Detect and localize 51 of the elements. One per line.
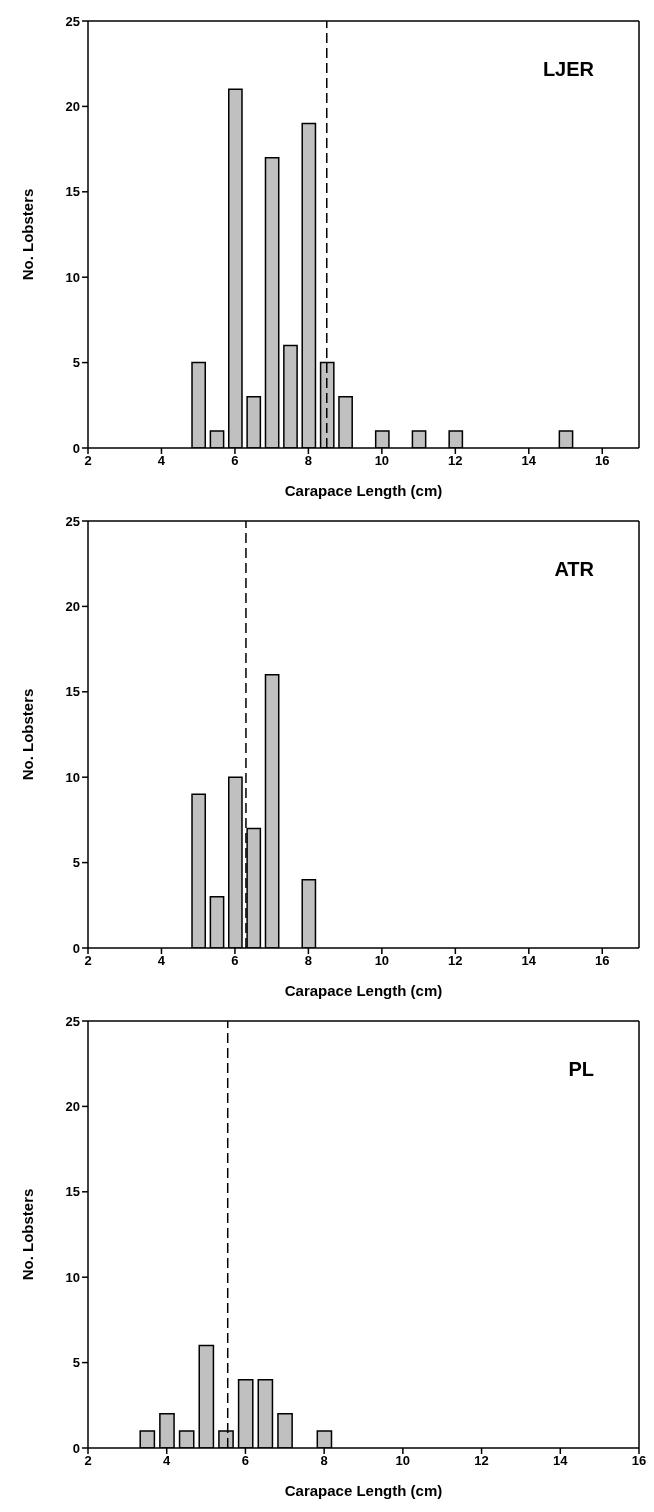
annotation: LJER xyxy=(542,58,594,81)
y-axis-title: No. Lobsters xyxy=(19,688,37,781)
y-tick-label: 10 xyxy=(65,1269,80,1285)
y-tick-label: 25 xyxy=(65,1013,80,1029)
x-tick-label: 8 xyxy=(304,453,313,469)
y-tick-label: 5 xyxy=(72,1355,80,1371)
y-tick-label: 20 xyxy=(65,1099,80,1115)
x-tick-label: 14 xyxy=(521,453,537,469)
y-axis-title: No. Lobsters xyxy=(19,188,37,281)
y-tick-label: 15 xyxy=(65,684,80,700)
x-tick-label: 4 xyxy=(157,953,166,969)
x-tick-label: 2 xyxy=(84,953,92,969)
x-tick-label: 2 xyxy=(84,1453,92,1469)
x-tick-label: 16 xyxy=(631,1453,647,1469)
x-tick-label: 10 xyxy=(374,953,390,969)
y-tick-label: 15 xyxy=(65,184,80,200)
x-tick-label: 14 xyxy=(553,1453,569,1469)
y-tick-label: 0 xyxy=(72,940,80,956)
x-tick-label: 10 xyxy=(374,453,390,469)
y-tick-label: 5 xyxy=(72,355,80,371)
x-tick-label: 16 xyxy=(595,453,610,469)
y-tick-label: 25 xyxy=(65,513,80,529)
y-tick-label: 25 xyxy=(65,13,80,29)
y-axis-title: No. Lobsters xyxy=(19,1188,37,1281)
x-tick-label: 2 xyxy=(84,453,92,469)
y-tick-label: 0 xyxy=(72,440,80,456)
x-tick-label: 6 xyxy=(231,453,239,469)
y-tick-label: 10 xyxy=(65,769,80,785)
x-tick-label: 4 xyxy=(163,1453,172,1469)
y-tick-label: 20 xyxy=(65,599,80,615)
x-tick-label: 4 xyxy=(157,453,166,469)
y-tick-label: 20 xyxy=(65,99,80,115)
x-tick-label: 12 xyxy=(448,453,463,469)
y-tick-label: 0 xyxy=(72,1440,80,1456)
x-tick-label: 8 xyxy=(304,953,313,969)
y-tick-label: 15 xyxy=(65,1184,80,1200)
y-tick-label: 10 xyxy=(65,269,80,285)
x-tick-label: 10 xyxy=(395,1453,411,1469)
x-tick-label: 6 xyxy=(231,953,239,969)
annotation: ATR xyxy=(554,558,594,581)
x-tick-label: 14 xyxy=(521,953,537,969)
x-axis-title: Carapace Length (cm) xyxy=(284,1482,443,1499)
x-tick-label: 12 xyxy=(474,1453,489,1469)
x-axis-title: Carapace Length (cm) xyxy=(284,982,443,999)
x-tick-label: 8 xyxy=(320,1453,328,1469)
x-tick-label: 12 xyxy=(448,953,463,969)
x-tick-label: 16 xyxy=(595,953,610,969)
x-tick-label: 6 xyxy=(241,1453,250,1469)
annotation: PL xyxy=(568,1058,594,1081)
y-tick-label: 5 xyxy=(72,855,80,871)
x-axis-title: Carapace Length (cm) xyxy=(284,482,443,499)
